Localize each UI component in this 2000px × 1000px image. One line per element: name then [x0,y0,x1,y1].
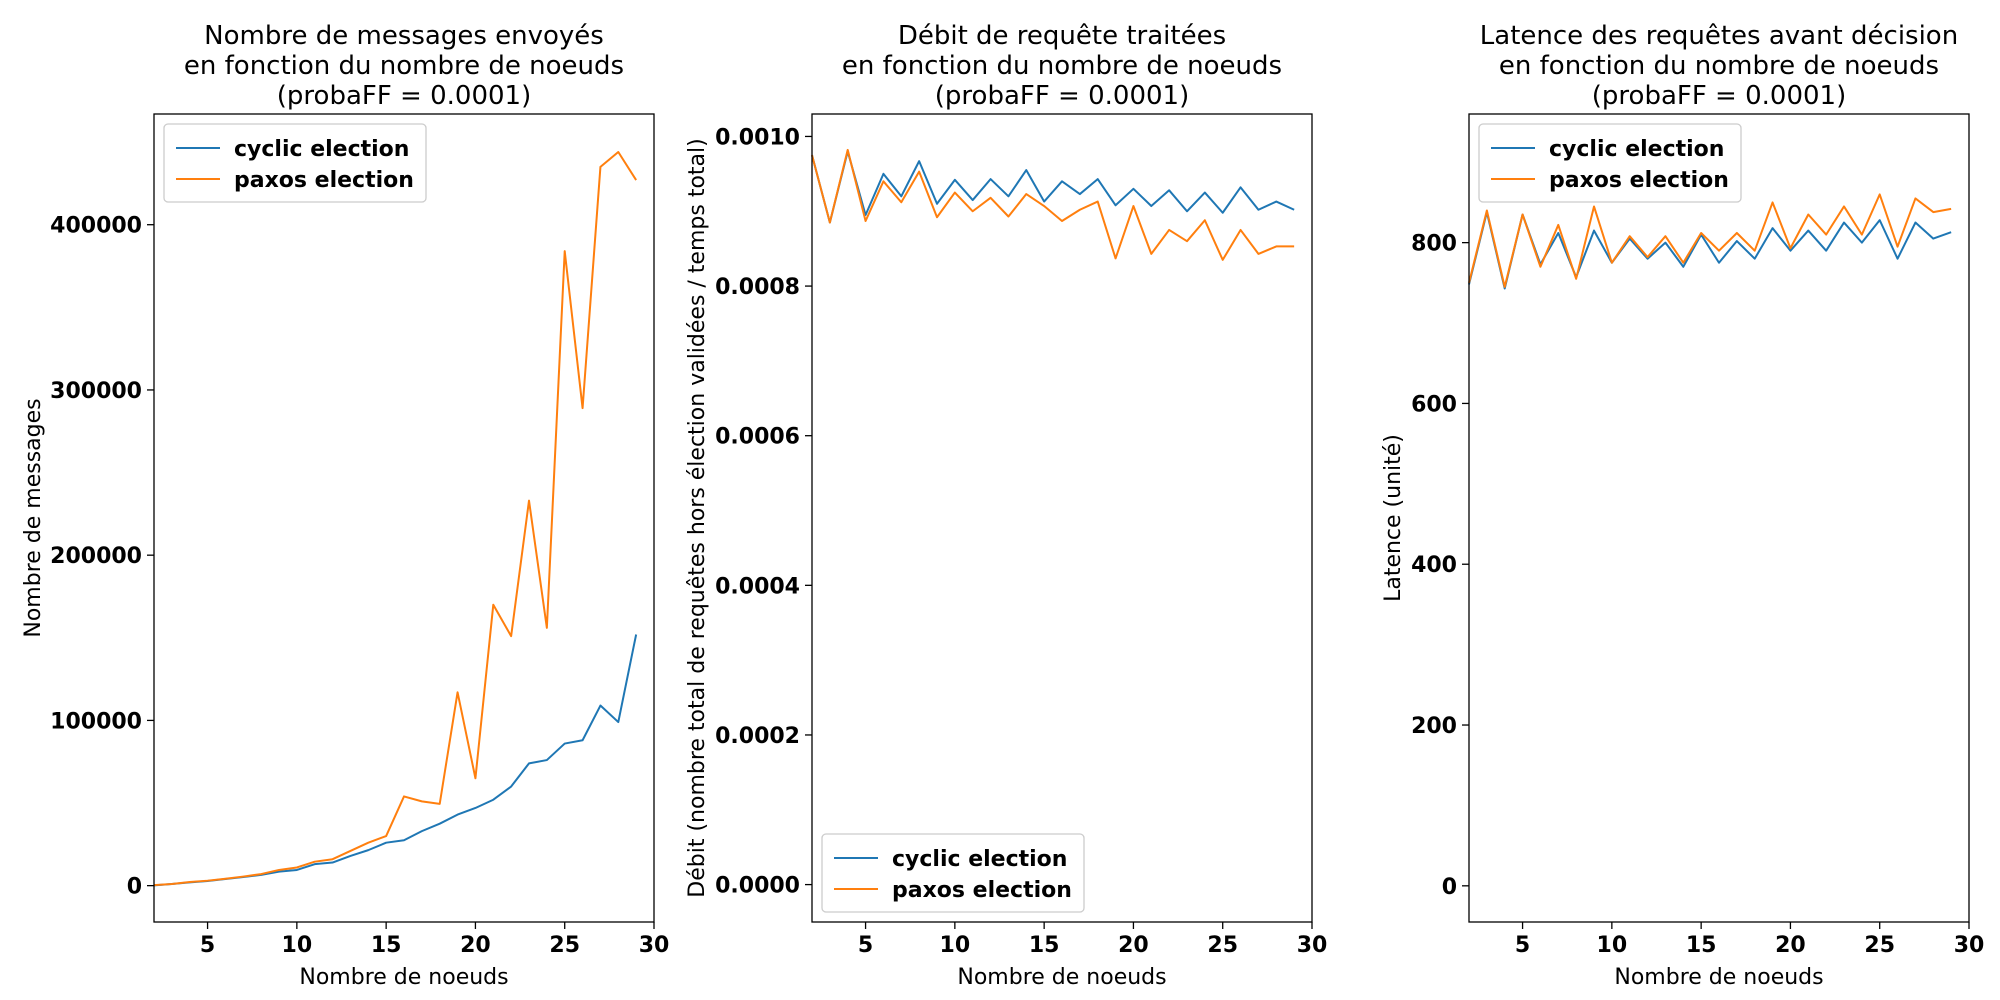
x-tick-label: 30 [639,933,670,958]
y-tick-label: 0 [1442,875,1457,900]
legend-entry: cyclic election [892,847,1067,872]
chart-title-line: Latence des requêtes avant décision [1480,21,1958,51]
x-axis-label: Nombre de noeuds [299,965,508,990]
x-tick-label: 15 [1029,933,1060,958]
y-tick-label: 800 [1411,232,1457,257]
legend-entry: cyclic election [234,137,409,162]
x-tick-label: 20 [1118,933,1149,958]
legend: cyclic election paxos election [163,123,427,203]
y-tick-label: 400 [1411,553,1457,578]
chart-title-line: (probaFF = 0.0001) [935,81,1189,111]
chart-title-line: en fonction du nombre de noeuds [184,51,624,81]
x-tick-label: 10 [1597,933,1628,958]
chart-title-line: Débit de requête traitées [898,21,1226,51]
x-tick-label: 30 [1954,933,1985,958]
x-tick-label: 10 [940,933,971,958]
x-tick-label: 5 [200,933,215,958]
x-axis-label: Nombre de noeuds [957,965,1166,990]
axes-frame [811,113,1313,923]
y-tick-label: 100000 [50,709,142,734]
x-tick-label: 25 [549,933,580,958]
x-tick-label: 15 [371,933,402,958]
x-tick-label: 15 [1686,933,1717,958]
y-axis-label: Latence (unité) [1381,434,1406,602]
y-tick-label: 0.0010 [715,125,800,150]
y-tick-label: 0.0004 [715,574,800,599]
y-tick-label: 200 [1411,714,1457,739]
x-axis-label: Nombre de noeuds [1614,965,1823,990]
y-tick-label: 0.0000 [715,874,800,899]
chart-title-line: en fonction du nombre de noeuds [1499,51,1939,81]
axes-frame [1468,113,1970,923]
legend-box [821,833,1085,913]
y-tick-label: 400000 [50,214,142,239]
y-tick-label: 200000 [50,544,142,569]
series-line-cyclic-election [1468,211,1952,290]
y-tick-label: 300000 [50,379,142,404]
x-tick-label: 10 [282,933,313,958]
chart-title-line: Nombre de messages envoyés [204,21,604,51]
y-axis-label: Nombre de messages [21,398,46,637]
series-line-cyclic-election [811,150,1295,224]
legend-entry: paxos election [1549,168,1729,193]
x-tick-label: 20 [460,933,491,958]
x-tick-label: 20 [1775,933,1806,958]
y-tick-label: 0.0002 [715,724,800,749]
chart-title-line: (probaFF = 0.0001) [277,81,531,111]
chart-title-line: (probaFF = 0.0001) [1592,81,1846,111]
y-tick-label: 0.0008 [715,275,800,300]
series-line-paxos-election [811,148,1295,261]
x-tick-label: 30 [1297,933,1328,958]
x-tick-label: 25 [1864,933,1895,958]
axes-frame [153,113,655,923]
series-line-paxos-election [1468,193,1952,288]
x-tick-label: 5 [1515,933,1530,958]
legend-entry: paxos election [234,168,414,193]
y-axis-label: Débit (nombre total de requêtes hors éle… [685,138,710,897]
y-tick-label: 0.0006 [715,425,800,450]
legend-entry: paxos election [892,878,1072,903]
legend: cyclic election paxos election [1478,123,1742,203]
x-tick-label: 5 [858,933,873,958]
legend-box [1478,123,1742,203]
y-tick-label: 0 [127,875,142,900]
series-line-paxos-election [153,151,637,887]
chart-title-line: en fonction du nombre de noeuds [842,51,1282,81]
legend: cyclic election paxos election [821,833,1085,913]
y-tick-label: 600 [1411,392,1457,417]
x-tick-label: 25 [1207,933,1238,958]
legend-entry: cyclic election [1549,137,1724,162]
legend-box [163,123,427,203]
